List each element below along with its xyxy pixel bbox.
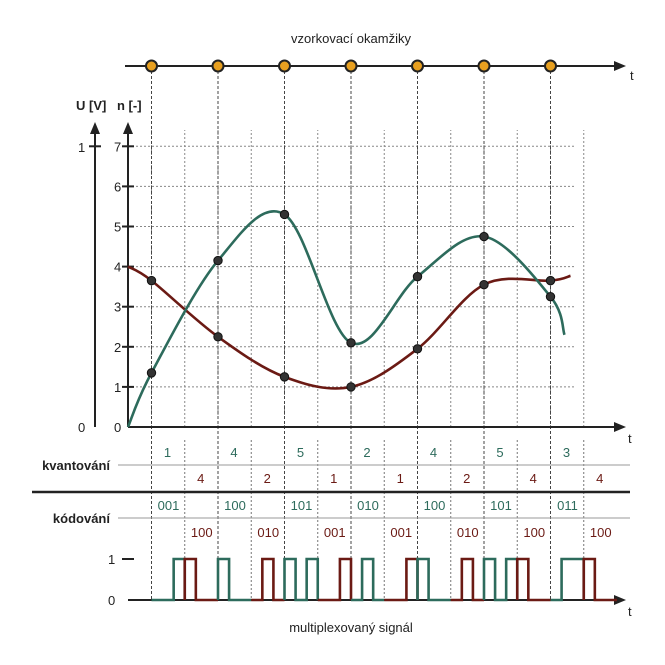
signal-code-word [450, 557, 484, 602]
n-axis-arrow [123, 122, 133, 134]
signal-t-label: t [628, 604, 632, 619]
quantization-label: kvantování [42, 458, 110, 473]
u-axis-label: U [V] [76, 98, 106, 113]
code-value-green: 011 [557, 498, 578, 513]
signal-code-word [384, 557, 419, 602]
quantization-value-green: 4 [430, 445, 437, 460]
t-axis-arrow [614, 422, 626, 432]
sample-instant-dot [411, 59, 424, 73]
signal-code-word [283, 557, 320, 602]
sample-instant-dot [145, 59, 158, 73]
series-green-line [126, 210, 566, 428]
sample-instant-dot [477, 59, 491, 73]
sample-instant-dot [544, 59, 557, 73]
n-tick-label: 2 [114, 340, 121, 355]
n-tick-label: 1 [114, 380, 121, 395]
quantization-value-green: 4 [230, 445, 237, 460]
quantization-value-green: 5 [297, 445, 304, 460]
u-tick-0: 0 [78, 420, 85, 435]
code-value-red: 100 [523, 525, 545, 540]
sample-dots [145, 59, 557, 73]
code-value-red: 010 [457, 525, 479, 540]
green-sample-point [213, 255, 223, 266]
n-tick-labels: 1 2 3 4 5 6 7 [114, 139, 121, 395]
n-tick-label: 4 [114, 260, 121, 275]
signal-code-word [351, 557, 385, 602]
quantization-value-green: 5 [496, 445, 503, 460]
quantization-value-red: 1 [330, 471, 337, 486]
signal-code-word [515, 557, 551, 602]
n-tick-label: 7 [114, 139, 121, 154]
timeline-title: vzorkovací okamžiky [291, 31, 411, 46]
n-tick-label: 6 [114, 179, 121, 194]
quantization-value-red: 4 [530, 471, 537, 486]
quantization-value-red: 1 [397, 471, 404, 486]
sample-instant-dot [344, 59, 358, 73]
signal-code-word [216, 557, 252, 602]
sample-instant-dot [278, 59, 291, 73]
red-sample-point [146, 275, 157, 286]
code-value-green: 010 [357, 498, 379, 513]
signal-code-word [183, 557, 218, 602]
code-value-red: 001 [324, 525, 346, 540]
series-red-line [127, 265, 571, 390]
code-value-red: 100 [590, 525, 612, 540]
signal-code-word [151, 557, 187, 602]
quantization-value-green: 2 [363, 445, 370, 460]
signal-code-word [550, 557, 586, 602]
quantization-value-red: 2 [463, 471, 470, 486]
green-sample-point [412, 271, 423, 282]
timeline-arrow [614, 61, 626, 71]
code-value-green: 001 [158, 498, 180, 513]
signal-code-word [416, 557, 451, 602]
n-tick-0: 0 [114, 420, 121, 435]
sample-points [146, 209, 556, 392]
red-sample-point [412, 344, 423, 354]
quantization-value-red: 4 [197, 471, 204, 486]
code-value-green: 101 [291, 498, 313, 513]
red-sample-point [545, 275, 556, 286]
code-value-green: 100 [424, 498, 446, 513]
signal-level-zero: 0 [108, 593, 115, 608]
quantization-values: 1 4 5 2 4 5 3 4 2 1 1 2 4 4 [164, 445, 603, 486]
code-value-red: 001 [390, 525, 412, 540]
quantization-value-green: 1 [164, 445, 171, 460]
t-axis-label: t [628, 431, 632, 446]
signal-level-one: 1 [108, 552, 115, 567]
multiplexed-signal [151, 557, 617, 602]
code-value-green: 101 [490, 498, 512, 513]
u-tick-1: 1 [78, 140, 85, 155]
signal-axis-arrow [614, 595, 626, 605]
n-tick-label: 3 [114, 300, 121, 315]
red-sample-point [346, 382, 356, 392]
quantization-value-red: 2 [264, 471, 271, 486]
green-sample-point [545, 291, 556, 302]
code-value-red: 010 [257, 525, 279, 540]
signal-code-word [482, 557, 519, 602]
sample-instant-dot [211, 59, 225, 73]
code-value-green: 100 [224, 498, 246, 513]
coding-label: kódování [53, 511, 110, 526]
signal-code-word [317, 557, 353, 602]
n-tick-label: 5 [114, 220, 121, 235]
timeline-t-label: t [630, 68, 634, 83]
signal-code-word [251, 557, 285, 602]
green-sample-point [479, 231, 489, 242]
red-sample-point [279, 372, 290, 382]
green-sample-point [346, 338, 356, 348]
red-sample-point [213, 332, 223, 342]
green-sample-point [146, 368, 157, 378]
red-sample-point [479, 279, 489, 290]
code-value-red: 100 [191, 525, 213, 540]
quantization-value-red: 4 [596, 471, 603, 486]
signal-title: multiplexovaný signál [289, 620, 413, 635]
coding-values: 001 100 101 010 100 101 011 100 010 001 001 010 100 1… [158, 498, 612, 540]
quantization-value-green: 3 [563, 445, 570, 460]
green-sample-point [279, 209, 290, 220]
n-axis-label: n [-] [117, 98, 142, 113]
signal-code-word [582, 557, 617, 602]
u-axis-arrow [90, 122, 100, 134]
